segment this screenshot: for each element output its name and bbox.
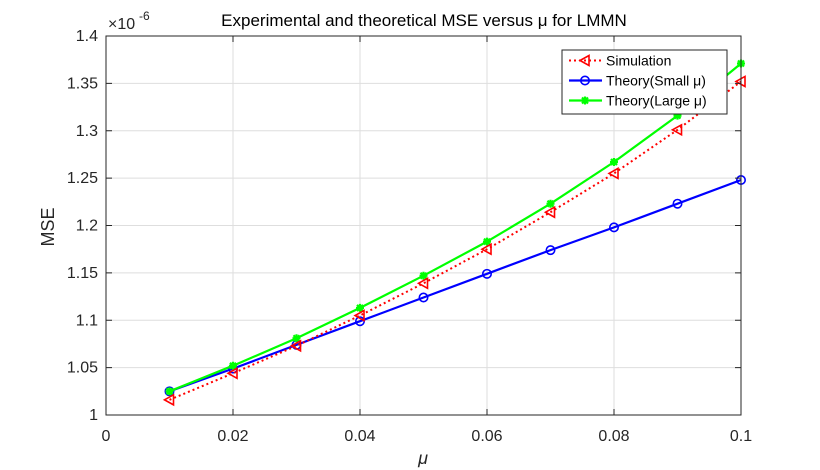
- series-2-marker-4: [419, 271, 428, 280]
- series-2: [165, 59, 745, 396]
- series-0-marker-7: [607, 167, 619, 180]
- series-2-line: [169, 62, 742, 393]
- x-tick-label-3: 0.06: [471, 428, 502, 445]
- series-0-marker-4: [416, 276, 429, 290]
- series-1-marker-8: [672, 198, 683, 209]
- series-1-marker-7: [608, 222, 619, 233]
- y-tick-label-8: 1.4: [76, 28, 98, 45]
- x-tick-label-4: 0.08: [598, 428, 629, 445]
- x-tick-label-2: 0.04: [344, 428, 375, 445]
- series-layer: [162, 59, 746, 407]
- y-tick-label-6: 1.3: [76, 123, 98, 140]
- series-2-marker-1: [229, 361, 237, 370]
- series-1-marker-0: [164, 386, 175, 397]
- series-1-line: [169, 178, 742, 393]
- series-0-marker-1: [226, 366, 238, 380]
- y-exponent-base: ×10: [108, 16, 135, 33]
- legend-label-0: Simulation: [606, 53, 671, 69]
- y-exponent: ×10 -6: [108, 9, 150, 33]
- y-tick-label-5: 1.25: [67, 170, 98, 187]
- legend-marker-1: [579, 75, 590, 86]
- legend: Simulation Theory(Small μ) Theory(Large μ): [561, 49, 728, 115]
- series-2-marker-7: [610, 158, 618, 167]
- y-axis-title: MSE: [38, 207, 58, 246]
- x-tick-label-5: 0.1: [730, 428, 752, 445]
- legend-label-1: Theory(Small μ): [606, 73, 706, 89]
- series-0-line: [169, 80, 742, 401]
- x-axis-title: μ: [417, 448, 428, 468]
- y-tick-label-3: 1.15: [67, 265, 98, 282]
- series-2-marker-2: [292, 334, 301, 343]
- series-2-marker-3: [356, 303, 364, 312]
- series-1-marker-6: [545, 245, 556, 256]
- x-tick-label-1: 0.02: [217, 428, 248, 445]
- series-1-marker-5: [481, 268, 492, 279]
- series-1-marker-4: [418, 292, 429, 303]
- series-0-marker-5: [480, 242, 492, 256]
- y-exponent-power: -6: [139, 9, 150, 23]
- axes: [105, 35, 742, 416]
- x-tick-label-0: 0: [102, 428, 111, 445]
- legend-label-2: Theory(Large μ): [606, 93, 707, 109]
- tick-labels: 0 0.02 0.04 0.06 0.08 0.1 1 1.05 1.1 1.15 1.2 1.25 1…: [67, 28, 752, 445]
- y-tick-label-7: 1.35: [67, 75, 98, 92]
- series-0-marker-8: [670, 123, 683, 137]
- y-tick-label-1: 1.05: [67, 360, 98, 377]
- y-tick-label-2: 1.1: [76, 312, 98, 329]
- series-2-marker-0: [165, 387, 174, 396]
- series-2-marker-6: [546, 199, 555, 208]
- legend-marker-0: [578, 54, 590, 67]
- series-0-marker-3: [353, 309, 365, 322]
- series-2-marker-5: [483, 237, 491, 246]
- series-2-marker-8: [673, 111, 682, 120]
- series-0-marker-6: [543, 205, 556, 219]
- legend-marker-2: [581, 96, 589, 105]
- y-tick-label-0: 1: [89, 407, 98, 424]
- chart-title: Experimental and theoretical MSE versus …: [221, 11, 627, 30]
- series-0-marker-0: [162, 393, 175, 407]
- y-tick-label-4: 1.2: [76, 218, 98, 235]
- series-0-marker-2: [289, 339, 302, 353]
